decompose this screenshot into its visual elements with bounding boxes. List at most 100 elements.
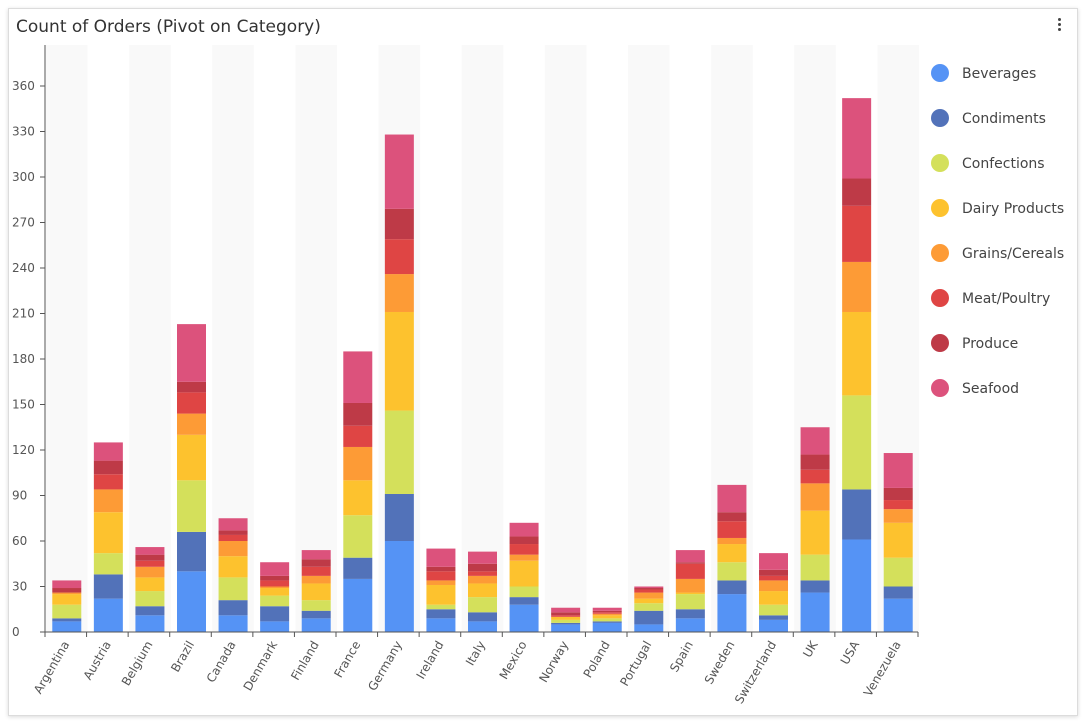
bar-austria-grains-cereals[interactable]: Austria – Grains/Cereals: 15 — [93, 489, 123, 513]
bar-france-grains-cereals[interactable]: France – Grains/Cereals: 22 — [343, 446, 373, 481]
bar-venezuela-confections[interactable]: Venezuela – Confections: 19 — [883, 557, 913, 587]
bar-sweden-seafood[interactable]: Sweden – Seafood: 18 — [717, 484, 747, 513]
bar-brazil-meat-poultry[interactable]: Brazil – Meat/Poultry: 14 — [177, 392, 206, 414]
bar-switzerland-beverages[interactable]: Switzerland – Beverages: 8 — [759, 619, 788, 632]
bar-denmark-seafood[interactable]: Denmark – Seafood: 9 — [260, 562, 290, 576]
bar-belgium-produce[interactable]: Belgium – Produce: 4 — [135, 554, 165, 561]
bar-austria-dairy-products[interactable]: Austria – Dairy Products: 27 — [93, 512, 123, 554]
bar-portugal-confections[interactable]: Portugal – Confections: 5 — [634, 603, 664, 611]
legend-swatch-grains-cereals[interactable] — [931, 244, 949, 262]
bar-germany-dairy-products[interactable]: Germany – Dairy Products: 65 — [384, 311, 414, 411]
bar-switzerland-dairy-products[interactable]: Switzerland – Dairy Products: 9 — [759, 591, 788, 605]
bar-mexico-grains-cereals[interactable]: Mexico – Grains/Cereals: 4 — [509, 554, 539, 561]
bar-austria-beverages[interactable]: Austria – Beverages: 22 — [93, 598, 123, 632]
bar-canada-meat-poultry[interactable]: Canada – Meat/Poultry: 4 — [218, 534, 248, 541]
bar-ireland-grains-cereals[interactable]: Ireland – Grains/Cereals: 3 — [426, 580, 456, 585]
bar-spain-beverages[interactable]: Spain – Beverages: 9 — [675, 618, 705, 632]
bar-finland-meat-poultry[interactable]: Finland – Meat/Poultry: 6 — [301, 566, 331, 576]
bar-venezuela-condiments[interactable]: Venezuela – Condiments: 8 — [883, 586, 913, 599]
bar-belgium-grains-cereals[interactable]: Belgium – Grains/Cereals: 7 — [135, 566, 165, 578]
bar-denmark-beverages[interactable]: Denmark – Beverages: 7 — [260, 621, 290, 632]
bar-portugal-beverages[interactable]: Portugal – Beverages: 5 — [634, 624, 664, 632]
bar-mexico-beverages[interactable]: Mexico – Beverages: 18 — [509, 604, 539, 632]
bar-switzerland-meat-poultry[interactable]: Switzerland – Meat/Poultry: 3 — [759, 575, 788, 581]
legend-swatch-meat-poultry[interactable] — [931, 289, 949, 307]
bar-austria-condiments[interactable]: Austria – Condiments: 16 — [93, 574, 123, 599]
bar-france-beverages[interactable]: France – Beverages: 35 — [343, 578, 373, 632]
bar-spain-condiments[interactable]: Spain – Condiments: 6 — [675, 609, 705, 619]
bar-belgium-dairy-products[interactable]: Belgium – Dairy Products: 9 — [135, 577, 165, 592]
bar-brazil-condiments[interactable]: Brazil – Condiments: 26 — [177, 531, 206, 572]
bar-germany-beverages[interactable]: Germany – Beverages: 60 — [384, 541, 414, 632]
legend-swatch-dairy-products[interactable] — [931, 199, 949, 217]
bar-canada-seafood[interactable]: Canada – Seafood: 8 — [218, 518, 248, 531]
legend-swatch-seafood[interactable] — [931, 379, 949, 397]
bar-sweden-condiments[interactable]: Sweden – Condiments: 9 — [717, 580, 747, 595]
bar-argentina-dairy-products[interactable]: Argentina – Dairy Products: 7 — [52, 594, 82, 605]
bar-usa-produce[interactable]: USA – Produce: 18 — [842, 178, 872, 206]
bar-usa-meat-poultry[interactable]: USA – Meat/Poultry: 37 — [842, 205, 872, 262]
bar-portugal-condiments[interactable]: Portugal – Condiments: 9 — [634, 610, 664, 625]
bar-italy-dairy-products[interactable]: Italy – Dairy Products: 9 — [468, 583, 497, 598]
bar-usa-grains-cereals[interactable]: USA – Grains/Cereals: 33 — [842, 261, 872, 312]
bar-brazil-grains-cereals[interactable]: Brazil – Grains/Cereals: 14 — [177, 413, 206, 435]
bar-portugal-meat-poultry[interactable]: Portugal – Meat/Poultry: 2 — [634, 589, 664, 593]
bar-france-confections[interactable]: France – Confections: 28 — [343, 515, 373, 558]
legend-label[interactable]: Grains/Cereals — [962, 246, 1064, 262]
bar-poland-beverages[interactable]: Poland – Beverages: 6 — [592, 622, 622, 632]
legend-swatch-produce[interactable] — [931, 334, 949, 352]
bar-italy-confections[interactable]: Italy – Confections: 10 — [468, 597, 497, 613]
bar-germany-produce[interactable]: Germany – Produce: 20 — [384, 208, 414, 240]
bar-denmark-confections[interactable]: Denmark – Confections: 7 — [260, 595, 290, 607]
bar-switzerland-produce[interactable]: Switzerland – Produce: 4 — [759, 569, 788, 576]
bar-ireland-beverages[interactable]: Ireland – Beverages: 9 — [426, 618, 456, 632]
bar-austria-confections[interactable]: Austria – Confections: 14 — [93, 553, 123, 575]
bar-norway-beverages[interactable]: Norway – Beverages: 5 — [551, 624, 581, 632]
bar-canada-grains-cereals[interactable]: Canada – Grains/Cereals: 10 — [218, 541, 248, 557]
bar-italy-beverages[interactable]: Italy – Beverages: 7 — [468, 621, 497, 632]
bar-canada-produce[interactable]: Canada – Produce: 3 — [218, 530, 248, 535]
bar-france-condiments[interactable]: France – Condiments: 14 — [343, 557, 373, 579]
bar-venezuela-dairy-products[interactable]: Venezuela – Dairy Products: 23 — [883, 522, 913, 558]
legend-swatch-beverages[interactable] — [931, 64, 949, 82]
bar-mexico-produce[interactable]: Mexico – Produce: 5 — [509, 536, 539, 545]
bar-ireland-confections[interactable]: Ireland – Confections: 3 — [426, 604, 456, 610]
bar-italy-grains-cereals[interactable]: Italy – Grains/Cereals: 5 — [468, 575, 497, 584]
bar-italy-meat-poultry[interactable]: Italy – Meat/Poultry: 3 — [468, 571, 497, 576]
bar-brazil-produce[interactable]: Brazil – Produce: 7 — [177, 381, 206, 393]
bar-venezuela-beverages[interactable]: Venezuela – Beverages: 22 — [883, 598, 913, 632]
bar-sweden-produce[interactable]: Sweden – Produce: 6 — [717, 512, 747, 522]
bar-sweden-meat-poultry[interactable]: Sweden – Meat/Poultry: 11 — [717, 521, 747, 538]
bar-ireland-dairy-products[interactable]: Ireland – Dairy Products: 13 — [426, 584, 456, 605]
bar-italy-condiments[interactable]: Italy – Condiments: 6 — [468, 612, 497, 622]
bar-mexico-confections[interactable]: Mexico – Confections: 7 — [509, 586, 539, 598]
bar-ireland-produce[interactable]: Ireland – Produce: 3 — [426, 566, 456, 572]
bar-argentina-beverages[interactable]: Argentina – Beverages: 7 — [52, 621, 82, 632]
bar-mexico-condiments[interactable]: Mexico – Condiments: 5 — [509, 597, 539, 605]
bar-brazil-dairy-products[interactable]: Brazil – Dairy Products: 30 — [177, 434, 206, 481]
bar-uk-grains-cereals[interactable]: UK – Grains/Cereals: 18 — [800, 483, 830, 511]
bar-finland-confections[interactable]: Finland – Confections: 7 — [301, 600, 331, 611]
bar-canada-condiments[interactable]: Canada – Condiments: 10 — [218, 600, 248, 616]
bar-spain-seafood[interactable]: Spain – Seafood: 8 — [675, 550, 705, 563]
legend-label[interactable]: Seafood — [962, 381, 1019, 397]
bar-switzerland-grains-cereals[interactable]: Switzerland – Grains/Cereals: 7 — [759, 580, 788, 592]
bar-austria-seafood[interactable]: Austria – Seafood: 12 — [93, 442, 123, 461]
bar-uk-seafood[interactable]: UK – Seafood: 18 — [800, 427, 830, 455]
bar-finland-produce[interactable]: Finland – Produce: 5 — [301, 559, 331, 567]
bar-argentina-confections[interactable]: Argentina – Confections: 9 — [52, 604, 82, 619]
bar-mexico-seafood[interactable]: Mexico – Seafood: 9 — [509, 522, 539, 537]
bar-usa-seafood[interactable]: USA – Seafood: 53 — [842, 98, 872, 179]
bar-poland-produce[interactable]: Poland – Produce: 1 — [592, 610, 622, 613]
bar-sweden-confections[interactable]: Sweden – Confections: 12 — [717, 562, 747, 581]
bar-finland-dairy-products[interactable]: Finland – Dairy Products: 11 — [301, 583, 331, 601]
bar-uk-confections[interactable]: UK – Confections: 17 — [800, 554, 830, 581]
bar-spain-confections[interactable]: Spain – Confections: 10 — [675, 594, 705, 610]
bar-france-meat-poultry[interactable]: France – Meat/Poultry: 14 — [343, 425, 373, 447]
legend-label[interactable]: Beverages — [962, 66, 1036, 82]
legend-swatch-condiments[interactable] — [931, 109, 949, 127]
bar-mexico-meat-poultry[interactable]: Mexico – Meat/Poultry: 7 — [509, 544, 539, 555]
bar-switzerland-condiments[interactable]: Switzerland – Condiments: 3 — [759, 615, 788, 620]
bar-uk-condiments[interactable]: UK – Condiments: 8 — [800, 580, 830, 593]
bar-canada-dairy-products[interactable]: Canada – Dairy Products: 14 — [218, 556, 248, 578]
